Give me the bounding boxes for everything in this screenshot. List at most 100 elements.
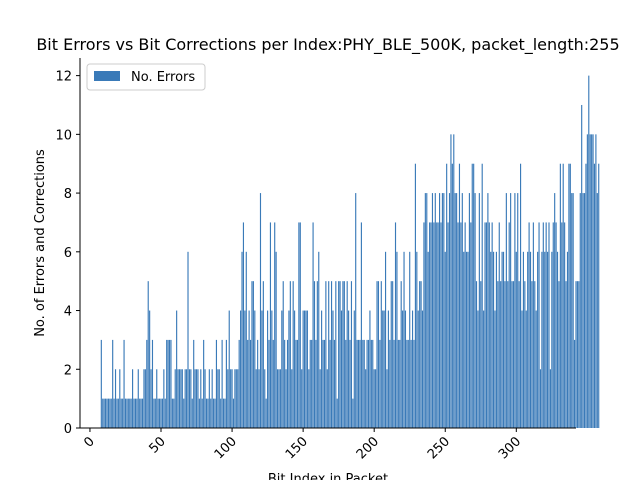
bar [369,310,371,428]
bar [384,251,387,428]
bar [161,398,163,428]
bar [194,369,196,428]
bar [193,339,195,428]
bar [244,310,246,428]
bar [159,398,161,428]
bar [140,398,142,428]
bar [181,369,183,428]
bar [292,281,294,428]
bar [309,339,311,428]
bar [356,339,358,428]
bar [495,251,497,428]
bar [383,310,385,428]
bar [555,222,557,428]
bar [153,398,155,428]
bar [146,339,148,428]
bar [157,398,159,428]
bar [303,310,306,428]
bar [404,310,407,428]
bar [490,251,492,428]
bar [596,193,598,428]
bar [419,281,421,428]
bar [225,339,227,428]
bar [480,281,482,428]
y-tick-label: 12 [55,70,72,85]
bar [574,339,576,428]
bar [556,251,559,428]
bar [227,369,229,428]
bar [413,339,415,428]
bar [589,134,591,428]
bar [339,281,341,428]
bar [257,339,259,428]
bar [393,339,395,428]
x-tick-label: 300 [496,434,524,462]
bar [296,339,299,428]
bar [510,193,512,428]
bar [163,369,165,428]
bar [551,251,553,428]
bar [330,281,333,428]
bar [403,251,405,428]
bar [214,398,216,428]
bar [527,251,529,428]
bar [357,339,360,428]
bar [262,281,264,428]
bar [311,339,313,428]
bar [129,398,131,428]
bar [218,369,220,428]
bar [464,222,466,428]
bar [288,310,290,428]
bar [417,310,419,428]
bar [458,163,461,428]
bar [375,369,377,428]
bar [370,339,372,428]
bar [174,369,176,428]
bar [267,310,269,428]
bar [494,310,496,428]
bar [299,222,301,428]
x-tick-label: 150 [283,434,311,462]
bar [439,193,441,428]
bar [265,398,267,428]
bar [149,310,151,428]
bar [411,310,414,428]
bar [112,339,114,428]
bar [249,339,252,428]
bar [308,369,310,428]
bar [547,251,549,428]
bar [187,251,189,428]
bar [318,251,320,428]
bar [491,222,493,428]
y-tick-label: 10 [55,128,72,143]
bar [575,281,577,428]
bar [213,398,215,428]
bar [123,339,125,428]
bar [224,398,226,428]
bar [545,222,547,428]
bar [251,281,253,428]
bar [367,339,370,428]
bar [353,310,355,428]
bar [127,398,129,428]
bar [586,134,588,428]
bar [139,398,141,428]
bar [279,369,281,428]
bar [248,310,250,428]
bar [215,339,218,428]
bar [321,310,323,428]
bar [454,193,456,428]
bar [107,398,109,428]
bar [430,222,432,428]
bar [451,163,453,428]
bar [103,398,105,428]
bar [319,369,321,428]
bar [133,398,135,428]
x-axis-label: Bit Index in Packet [268,472,388,480]
bar [178,369,181,428]
bar [379,339,381,428]
bar [315,339,317,428]
bar [247,339,249,428]
bar [402,310,404,428]
